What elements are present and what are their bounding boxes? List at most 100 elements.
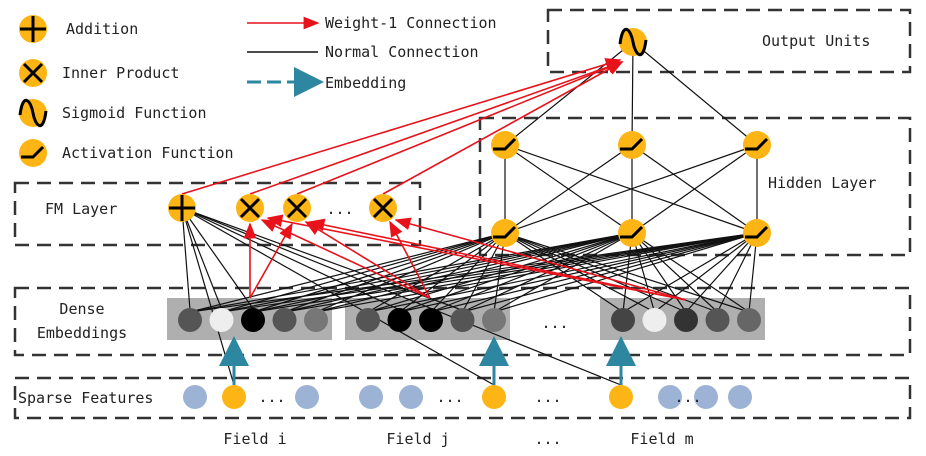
- embedding-unit: [674, 308, 698, 332]
- embedding-unit: [450, 308, 475, 332]
- output-units-label: Output Units: [762, 32, 870, 50]
- activation-icon: [493, 225, 517, 239]
- active-sparse-feature: [609, 385, 633, 409]
- normal-connection: [399, 232, 758, 313]
- normal-connection: [284, 232, 758, 313]
- legend-activation-label: Activation Function: [62, 144, 234, 162]
- sparse-ellipsis-2: ...: [436, 388, 463, 406]
- normal-connection: [504, 144, 633, 234]
- legend-embedding-label: Embedding: [325, 74, 406, 92]
- normal-connection: [504, 232, 624, 313]
- fm-inner-product-node: [369, 194, 397, 222]
- normal-connection: [685, 232, 758, 313]
- sparse-feature: [295, 385, 319, 409]
- weight1-connection: [394, 217, 687, 301]
- normal-connection: [654, 232, 758, 313]
- normal-connection: [252, 232, 633, 313]
- normal-connection: [430, 232, 633, 313]
- activation-icon: [745, 137, 769, 151]
- normal-connection: [181, 207, 495, 386]
- embedding-unit: [642, 308, 667, 332]
- active-sparse-feature: [222, 385, 246, 409]
- normal-connection: [631, 232, 750, 313]
- normal-connection: [631, 144, 758, 234]
- weight1-connection: [382, 61, 624, 195]
- normal-connection: [430, 232, 758, 313]
- normal-connection: [181, 207, 235, 386]
- embedding-unit: [611, 308, 635, 332]
- sparse-ellipsis-1: ...: [258, 388, 285, 406]
- normal-connection: [315, 232, 758, 313]
- weight1-connection: [296, 61, 624, 195]
- embedding-unit: [209, 308, 234, 332]
- hidden-node: [743, 131, 771, 159]
- normal-connection: [221, 232, 633, 313]
- sigmoid-icon: [18, 99, 48, 127]
- hidden-node: [618, 219, 646, 247]
- normal-connection: [252, 232, 758, 313]
- normal-connection: [315, 232, 633, 313]
- times-icon: [286, 197, 308, 219]
- normal-connection: [504, 144, 758, 234]
- field-m-label: Field m: [630, 430, 693, 448]
- weight1-connection: [304, 221, 431, 299]
- output-units-box: [546, 8, 912, 74]
- field-j-label: Field j: [386, 430, 449, 448]
- embedding-unit: [482, 308, 506, 332]
- legend-inner-product-label: Inner Product: [62, 64, 179, 82]
- embedding-unit: [737, 308, 761, 332]
- normal-connection: [181, 207, 463, 311]
- normal-connection: [181, 207, 191, 311]
- normal-connection: [631, 232, 718, 313]
- legend-sigmoid-label: Sigmoid Function: [62, 104, 207, 122]
- fm-addition-node: [168, 194, 196, 222]
- plus-icon: [169, 195, 195, 221]
- sparse-feature: [359, 385, 383, 409]
- normal-connection: [181, 207, 255, 311]
- activation-icon: [21, 145, 45, 159]
- activation-icon: [620, 225, 644, 239]
- embedding-unit: [304, 308, 328, 332]
- activation-icon: [745, 225, 769, 239]
- embedding-unit: [387, 308, 412, 332]
- field-ellipsis: ...: [534, 430, 561, 448]
- weight1-connection: [260, 219, 431, 299]
- normal-connection: [504, 41, 634, 146]
- weight1-connection: [308, 218, 687, 301]
- times-icon: [372, 197, 394, 219]
- legend-sigmoid-node: [18, 99, 48, 127]
- dense-embeddings-box: [13, 286, 912, 357]
- field-i-label: Field i: [223, 430, 286, 448]
- dense-label-line2: Embeddings: [37, 324, 127, 342]
- embedding-unit: [241, 308, 265, 332]
- legend-normal-label: Normal Connection: [325, 43, 479, 61]
- fm-ellipsis: ...: [326, 200, 353, 218]
- legend-inner-product-node: [19, 59, 47, 87]
- activation-icon: [493, 137, 517, 151]
- normal-connection: [504, 232, 655, 313]
- legend-addition-node: [19, 15, 47, 43]
- normal-connection: [632, 41, 758, 146]
- output-node: [618, 28, 648, 56]
- hidden-node: [618, 131, 646, 159]
- plus-icon: [20, 16, 46, 42]
- hidden-node: [491, 131, 519, 159]
- hidden-layer-box: [478, 116, 912, 257]
- fm-inner-product-node: [283, 194, 311, 222]
- sparse-ellipsis-4: ...: [674, 388, 701, 406]
- weight1-connection: [389, 220, 431, 299]
- legend-activation-node: [19, 139, 47, 167]
- fm-layer-label: FM Layer: [45, 200, 117, 218]
- hidden-node: [491, 219, 519, 247]
- times-icon: [22, 62, 44, 84]
- normal-connection: [284, 232, 506, 313]
- sparse-ellipsis-3: ...: [534, 388, 561, 406]
- sparse-feature: [694, 385, 718, 409]
- normal-connection: [315, 232, 506, 313]
- sigmoid-icon: [618, 28, 648, 56]
- active-sparse-feature: [482, 385, 506, 409]
- normal-connection: [399, 232, 633, 313]
- dense-label-line1: Dense: [59, 300, 104, 318]
- normal-connection: [181, 207, 223, 311]
